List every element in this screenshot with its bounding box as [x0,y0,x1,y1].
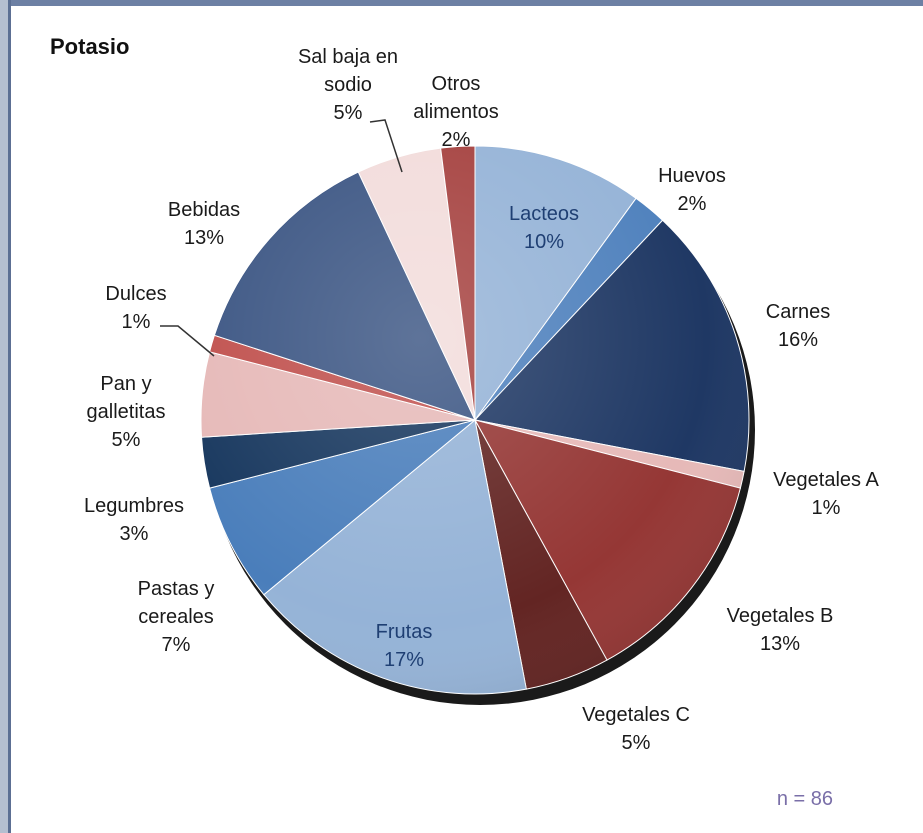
leader-lines [160,119,403,357]
label-dulces: Dulces 1% [105,283,167,333]
label-bebidas: Bebidas 13% [167,199,241,249]
frame-border-left-inner [8,0,11,833]
frame-border-left [0,0,8,833]
label-pastas: Pastas y cereales 7% [137,578,215,656]
leader-line-dulces [160,325,215,357]
label-frutas: Frutas 17% [375,621,433,671]
label-vegetales-a: Vegetales A 1% [773,469,879,519]
pie-highlight [202,147,748,693]
label-vegetales-c: Vegetales C 5% [582,704,690,754]
leader-line-sal [369,119,403,173]
label-sal: Sal baja en sodio 5% [297,46,399,124]
label-otros: Otros alimentos 2% [413,73,499,151]
label-pan: Pan y galletitas 5% [86,373,166,451]
sample-size-annotation: n = 86 [776,788,833,810]
label-huevos: Huevos 2% [658,165,726,215]
label-carnes: Carnes 16% [765,301,831,351]
label-vegetales-b: Vegetales B 13% [726,605,834,655]
label-lacteos: Lacteos 10% [508,203,580,253]
frame-border-top [0,0,923,6]
chart-title: Potasio [50,34,130,59]
label-legumbres: Legumbres 3% [83,495,185,545]
